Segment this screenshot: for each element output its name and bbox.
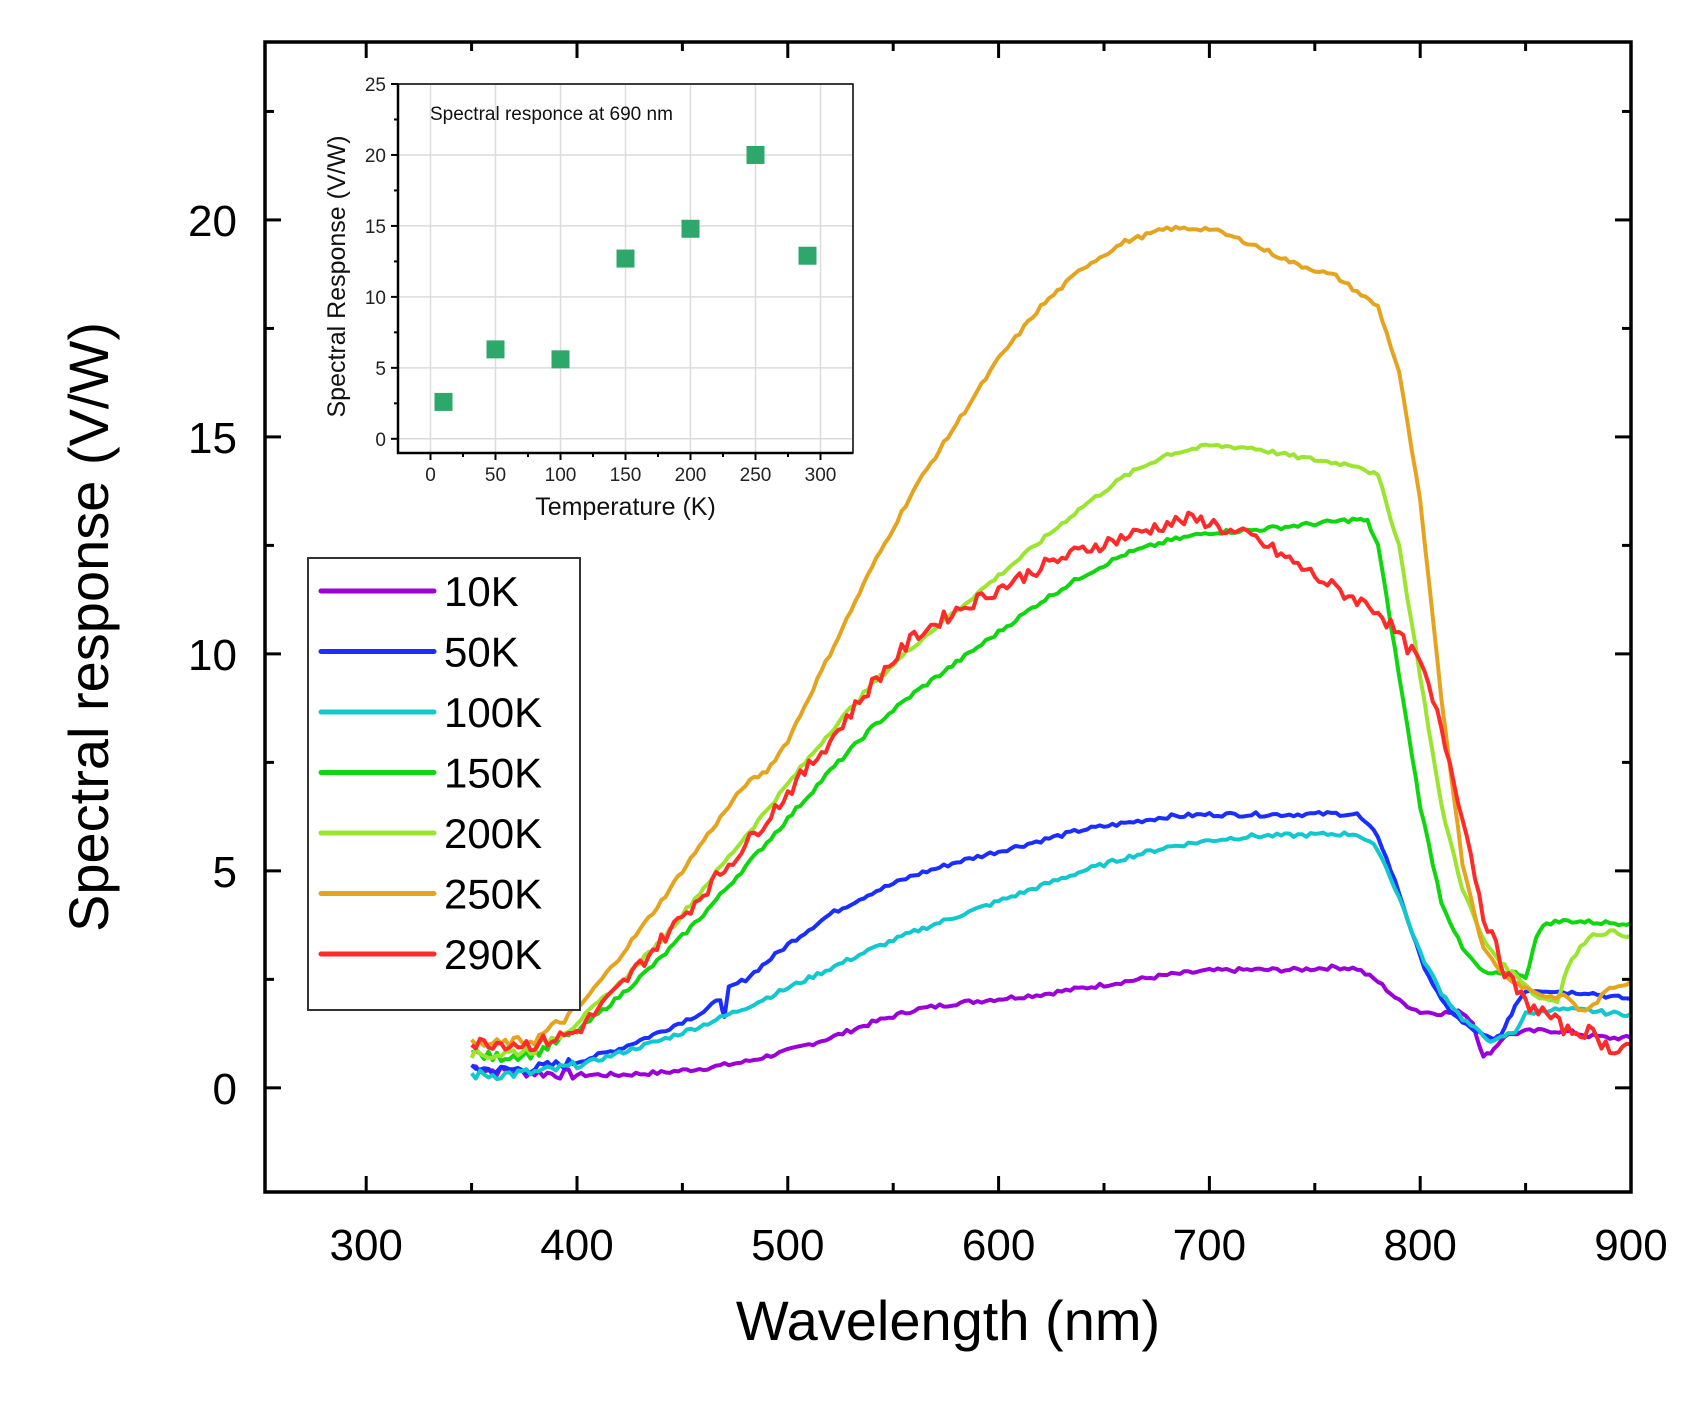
inset-y-tick-label: 0 [375,430,386,451]
y-axis-title: Spectral response (V/W) [57,322,120,932]
x-tick-label: 300 [329,1221,402,1270]
inset-y-tick-label: 15 [365,217,386,238]
inset-point-150K [616,249,635,268]
legend-label: 200K [444,810,542,857]
x-tick-label: 700 [1173,1221,1246,1270]
inset-annotation: Spectral responce at 690 nm [430,104,673,125]
inset-y-tick-label: 10 [365,288,386,309]
main-series-group [469,224,1633,1082]
inset-x-tick-label: 200 [675,465,707,486]
main-y-ticks: 0 5 10 15 20 [188,109,1631,1114]
inset-point-290K [798,246,817,265]
x-axis-title: Wavelength (nm) [736,1289,1160,1352]
inset-y-tick-label: 25 [365,75,386,96]
inset-y-ticks: 0 5 10 15 20 25 [365,75,398,451]
inset-x-axis-title: Temperature (K) [535,493,716,521]
legend-box [307,557,581,1011]
series-line-10K [471,963,1632,1081]
legend-label: 250K [444,871,542,918]
inset-point-100K [551,350,570,369]
legend-label: 290K [444,931,542,978]
legend: 10K 50K 100K 150K 200K 250K 290K [307,557,581,1011]
legend-label: 150K [444,750,542,797]
y-tick-label: 0 [213,1065,237,1114]
inset-plot: 0 50 100 150 200 250 300 0 5 10 15 20 25 Spectral r… [323,75,854,521]
inset-point-50K [486,340,505,359]
y-tick-label: 15 [188,414,237,463]
y-tick-label: 5 [213,848,237,897]
legend-label: 10K [444,568,519,615]
legend-item-290K: 290K [318,931,542,978]
inset-x-tick-label: 250 [740,465,772,486]
legend-item-100K: 100K [318,689,542,736]
legend-item-250K: 250K [318,871,542,918]
legend-item-150K: 150K [318,750,542,797]
legend-label: 100K [444,689,542,736]
legend-item-200K: 200K [318,810,542,857]
series-line-150K [471,516,1632,1064]
inset-y-axis-title: Spectral Response (V/W) [323,135,351,417]
x-tick-label: 900 [1594,1221,1667,1270]
y-tick-label: 20 [188,197,237,246]
main-x-ticks: 300 400 500 600 700 800 900 [329,42,1668,1270]
inset-point-10K [434,392,453,411]
legend-item-50K: 50K [318,629,519,676]
inset-y-tick-label: 5 [375,359,386,380]
x-tick-label: 400 [540,1221,613,1270]
y-tick-label: 10 [188,631,237,680]
x-tick-label: 500 [751,1221,824,1270]
inset-x-tick-label: 300 [805,465,837,486]
inset-point-250K [746,145,765,164]
series-line-100K [470,830,1632,1082]
inset-x-tick-label: 50 [485,465,506,486]
series-line-50K [470,810,1632,1077]
main-plot-frame [263,40,1633,1194]
inset-x-ticks: 0 50 100 150 200 250 300 [425,453,836,486]
inset-x-tick-label: 150 [610,465,642,486]
series-line-290K [470,510,1632,1056]
inset-points [434,145,817,411]
series-line-250K [470,224,1633,1049]
legend-item-10K: 10K [318,568,519,615]
x-tick-label: 600 [962,1221,1035,1270]
inset-y-tick-label: 20 [365,146,386,167]
inset-x-tick-label: 100 [545,465,577,486]
inset-x-tick-label: 0 [425,465,436,486]
x-tick-label: 800 [1383,1221,1456,1270]
legend-label: 50K [444,629,519,676]
legend-items: 10K 50K 100K 150K 200K 250K 290K [318,568,542,978]
inset-point-200K [681,219,700,238]
